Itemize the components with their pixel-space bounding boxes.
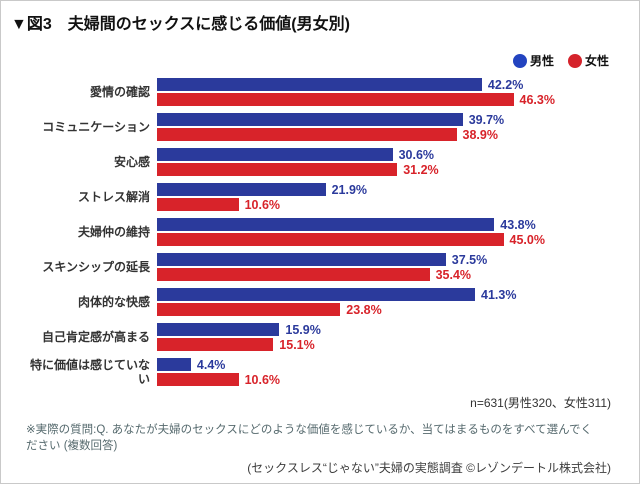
male-value-label: 43.8%: [500, 217, 536, 232]
female-legend-label: 女性: [584, 54, 609, 68]
male-bar: [157, 218, 495, 231]
male-bar: [157, 323, 280, 336]
female-bar: [157, 233, 504, 246]
category-label: 自己肯定感が高まる: [41, 330, 150, 344]
male-value-label: 42.2%: [487, 77, 524, 92]
female-bar-line: 10.6%: [157, 372, 629, 387]
male-legend-label: 男性: [529, 54, 554, 68]
category-label: 夫婦仲の維持: [77, 225, 150, 239]
female-value-label: 31.2%: [403, 162, 439, 177]
male-value-label: 4.4%: [196, 357, 226, 372]
male-bar: [157, 288, 475, 301]
legend: 男性 女性: [512, 52, 609, 69]
male-bar: [157, 113, 463, 126]
legend-item-male: 男性: [512, 52, 554, 69]
bar-row: スキンシップの延長 37.5% 35.4%: [29, 252, 629, 282]
male-bar: [157, 78, 482, 91]
bar-row: 安心感 30.6% 31.2%: [29, 147, 629, 177]
female-value-label: 45.0%: [509, 232, 545, 247]
source-credit: (セックスレス“じゃない”夫婦の実態調査 ©レゾンデートル株式会社): [247, 461, 611, 475]
male-value-label: 37.5%: [451, 252, 488, 267]
male-bar-line: 30.6%: [157, 147, 629, 162]
male-value-label: 41.3%: [481, 287, 517, 302]
bar-row: ストレス解消 21.9% 10.6%: [29, 182, 629, 212]
female-value-label: 10.6%: [244, 372, 281, 387]
bar-row: 肉体的な快感 41.3% 23.8%: [29, 287, 629, 317]
female-bar-line: 15.1%: [157, 337, 629, 352]
male-bar-line: 39.7%: [157, 112, 629, 127]
male-value-label: 21.9%: [331, 182, 368, 197]
female-bar: [157, 163, 398, 176]
legend-item-female: 女性: [567, 52, 609, 69]
male-value-label: 30.6%: [398, 147, 435, 162]
category-label: スキンシップの延長: [42, 260, 150, 274]
male-bar: [157, 148, 393, 161]
female-bar-line: 31.2%: [157, 162, 629, 177]
male-bar: [157, 358, 191, 371]
category-label: 愛情の確認: [89, 85, 150, 99]
female-value-label: 10.6%: [244, 197, 281, 212]
chart-title: ▼図3 夫婦間のセックスに感じる価値(男女別): [11, 16, 350, 33]
female-value-label: 38.9%: [462, 127, 498, 142]
female-bar-line: 35.4%: [157, 267, 629, 282]
female-bar: [157, 303, 341, 316]
female-bar-line: 10.6%: [157, 197, 629, 212]
male-value-label: 39.7%: [468, 112, 505, 127]
female-bar: [157, 268, 430, 281]
male-bar: [157, 183, 326, 196]
bar-row: 夫婦仲の維持 43.8% 45.0%: [29, 217, 629, 247]
female-bar-line: 45.0%: [157, 232, 629, 247]
male-bar-line: 21.9%: [157, 182, 629, 197]
question-footnote-line1: ※実際の質問:Q. あなたが夫婦のセックスにどのような価値を感じているか、当ては…: [26, 424, 593, 436]
male-bar-line: 37.5%: [157, 252, 629, 267]
male-bar-line: 15.9%: [157, 322, 629, 337]
female-bar: [157, 93, 514, 106]
female-value-label: 46.3%: [519, 92, 555, 107]
question-footnote-line2: ださい (複数回答): [26, 440, 118, 452]
male-bar-line: 4.4%: [157, 357, 629, 372]
male-bar-line: 43.8%: [157, 217, 629, 232]
male-legend-dot-icon: [512, 53, 527, 68]
category-label: コミュニケーション: [42, 120, 150, 134]
bar-row: 自己肯定感が高まる 15.9% 15.1%: [29, 322, 629, 352]
female-bar-line: 46.3%: [157, 92, 629, 107]
female-bar-line: 38.9%: [157, 127, 629, 142]
female-value-label: 15.1%: [279, 337, 315, 352]
female-legend-dot-icon: [567, 53, 582, 68]
female-bar: [157, 198, 239, 211]
sample-size-note: n=631(男性320、女性311): [470, 396, 611, 410]
female-bar: [157, 373, 239, 386]
bar-chart: 愛情の確認 42.2% 46.3% コミュニケーション 39.7% 38.9% 安心感 30.…: [29, 78, 629, 393]
category-label: 安心感: [113, 155, 150, 169]
female-bar: [157, 338, 274, 351]
female-value-label: 23.8%: [346, 302, 382, 317]
question-footnote: ※実際の質問:Q. あなたが夫婦のセックスにどのような価値を感じているか、当ては…: [26, 422, 619, 454]
bar-row: 愛情の確認 42.2% 46.3%: [29, 77, 629, 107]
bar-row: 特に価値は感じていない 4.4% 10.6%: [29, 357, 629, 387]
male-bar: [157, 253, 446, 266]
category-label: 肉体的な快感: [77, 295, 150, 309]
female-bar: [157, 128, 457, 141]
category-label: ストレス解消: [77, 190, 150, 204]
male-value-label: 15.9%: [285, 322, 321, 337]
female-value-label: 35.4%: [435, 267, 472, 282]
category-label: 特に価値は感じていない: [29, 358, 150, 386]
female-bar-line: 23.8%: [157, 302, 629, 317]
male-bar-line: 42.2%: [157, 77, 629, 92]
bar-row: コミュニケーション 39.7% 38.9%: [29, 112, 629, 142]
male-bar-line: 41.3%: [157, 287, 629, 302]
